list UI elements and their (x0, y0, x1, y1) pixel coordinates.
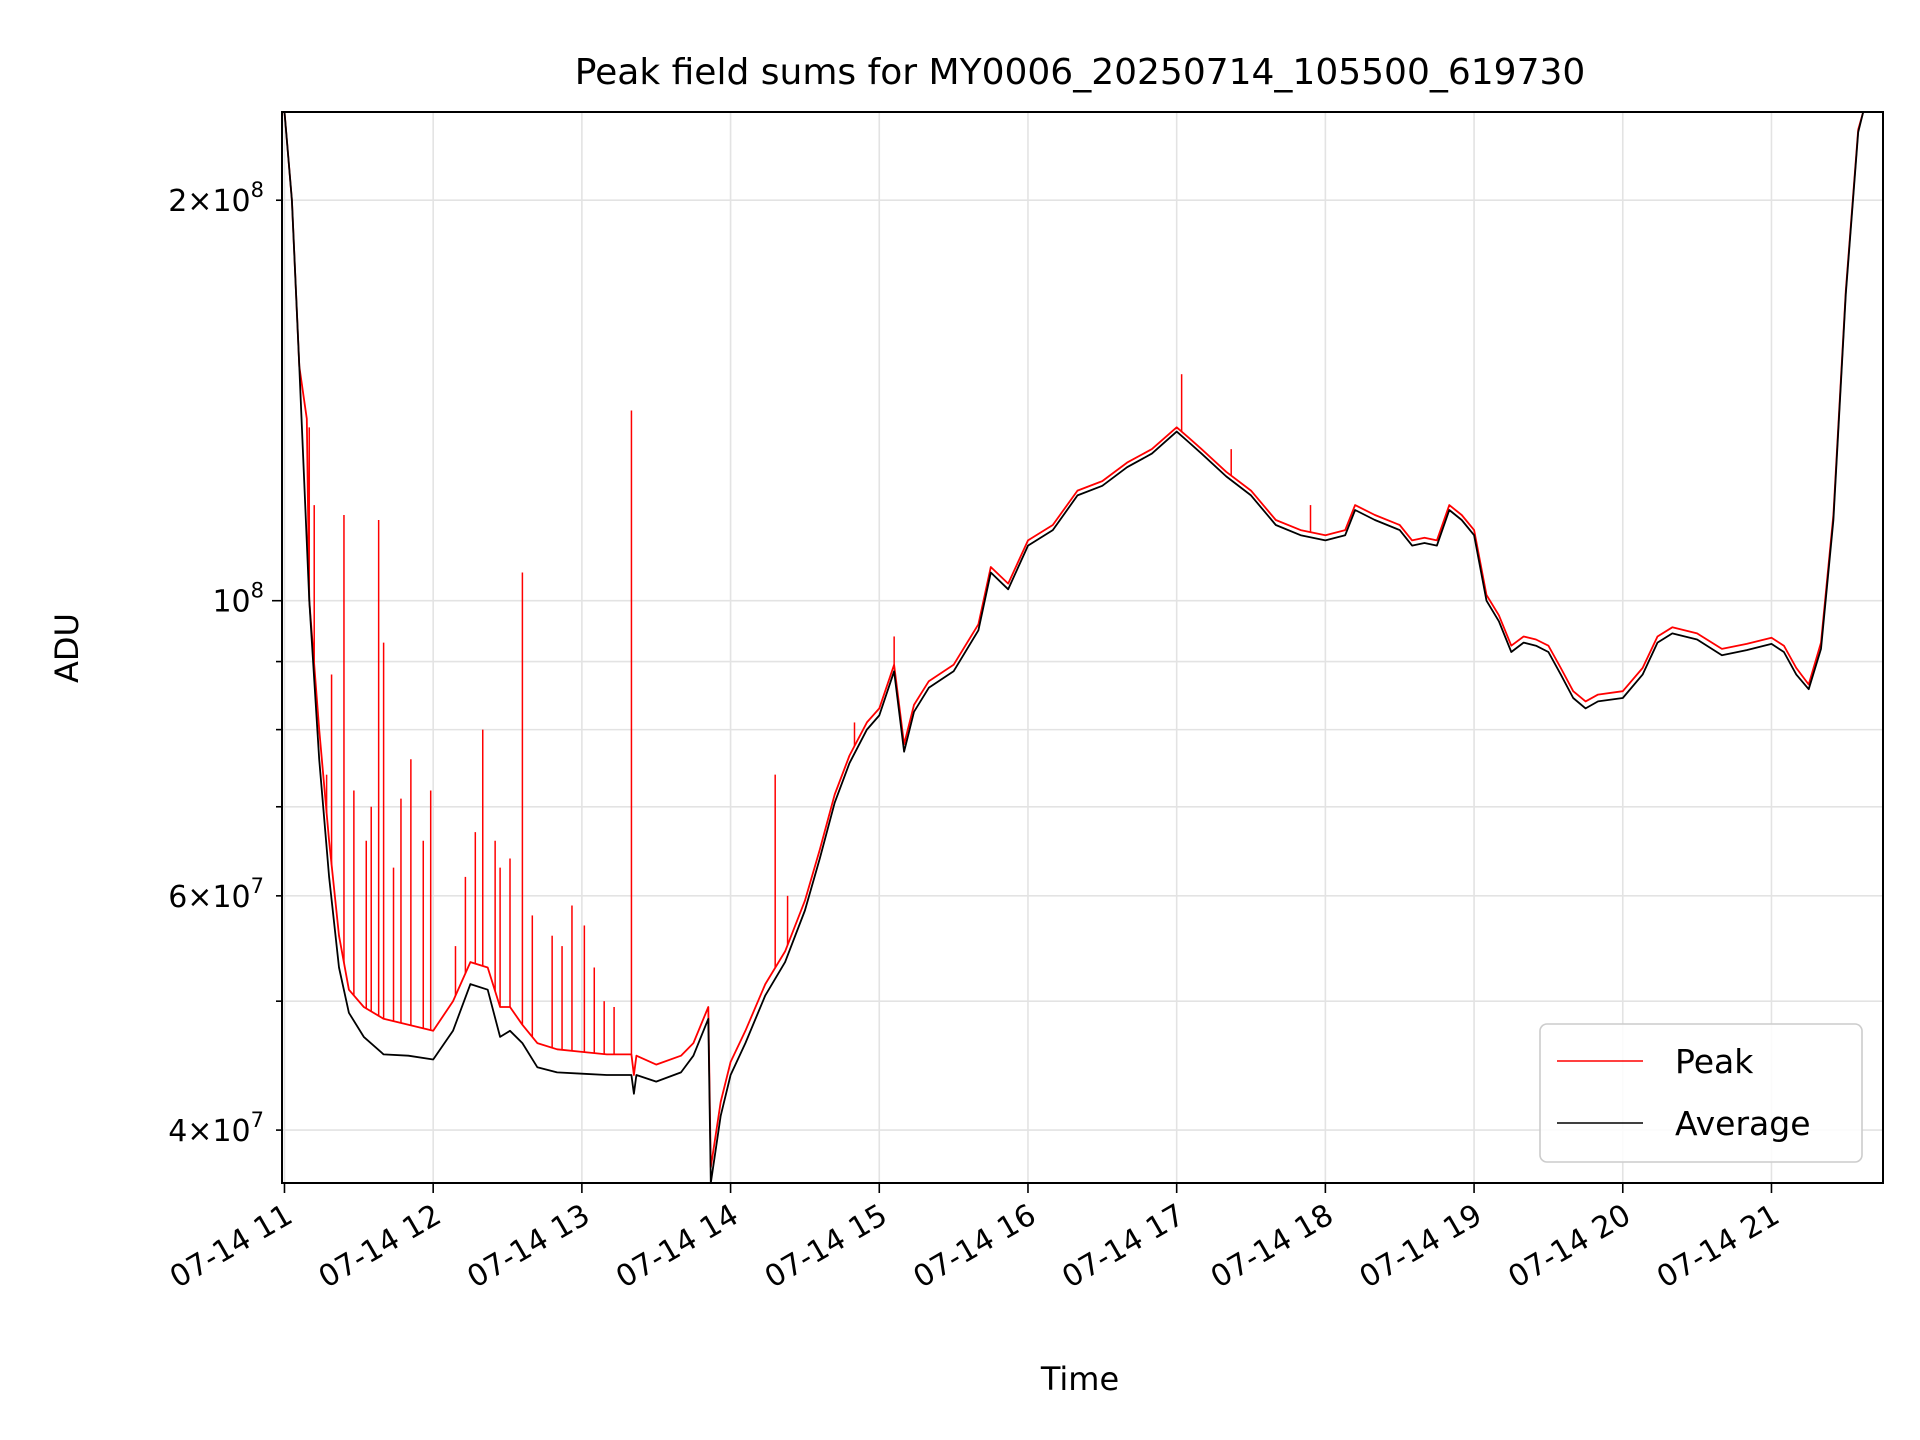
series-line-average (283, 112, 1865, 1183)
y-tick-label: 6×107 (168, 874, 264, 915)
chart-title: Peak field sums for MY0006_20250714_1055… (575, 52, 1586, 93)
legend-average-label: Average (1675, 1104, 1811, 1143)
plot-area (283, 112, 1865, 1183)
plot-frame (281, 111, 1884, 1184)
series-average (283, 112, 1865, 1183)
series-peak (283, 112, 1865, 1169)
grid (282, 112, 1883, 1183)
y-tick-label: 2×108 (168, 178, 264, 219)
legend-peak-label: Peak (1675, 1042, 1754, 1081)
x-axis-label: Time (1040, 1360, 1119, 1398)
legend-box (1539, 1023, 1863, 1163)
legend: Peak Average (1539, 1023, 1863, 1163)
y-axis-label: ADU (48, 613, 86, 683)
series-line-peak (283, 112, 1865, 1169)
y-tick-label: 4×107 (168, 1108, 264, 1149)
y-tick-label: 108 (212, 579, 264, 620)
y-axis: 108 4×107 6×107 2×108 (168, 178, 282, 1149)
